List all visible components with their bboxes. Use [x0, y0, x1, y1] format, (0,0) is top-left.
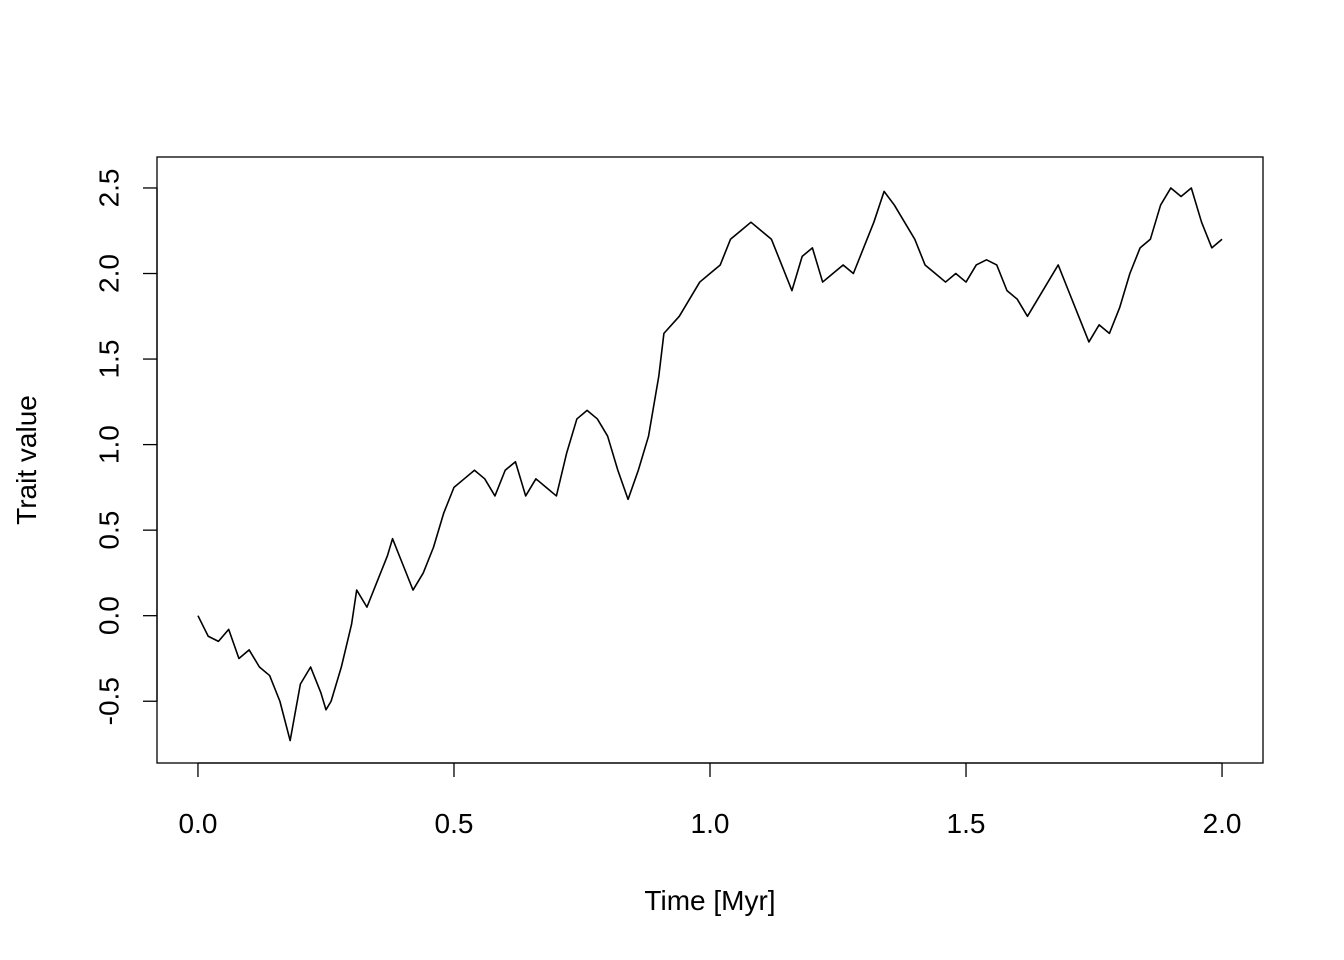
y-tick-label: 1.0 [93, 425, 124, 464]
y-tick-label: 0.5 [93, 511, 124, 550]
x-axis-label: Time [Myr] [644, 885, 775, 916]
trait-line [197, 187, 1223, 742]
y-tick-label: 1.5 [93, 340, 124, 379]
x-tick-label: 1.5 [947, 808, 986, 839]
x-tick-label: 0.5 [435, 808, 474, 839]
y-tick-label: 2.0 [93, 254, 124, 293]
y-tick-label: 0.0 [93, 596, 124, 635]
plot-frame [156, 156, 1264, 764]
x-tick-label: 2.0 [1203, 808, 1242, 839]
y-tick-label: -0.5 [93, 677, 124, 725]
y-tick-label: 2.5 [93, 168, 124, 207]
x-tick-label: 1.0 [691, 808, 730, 839]
x-tick-label: 0.0 [178, 808, 217, 839]
y-axis-label: Trait value [11, 395, 42, 525]
